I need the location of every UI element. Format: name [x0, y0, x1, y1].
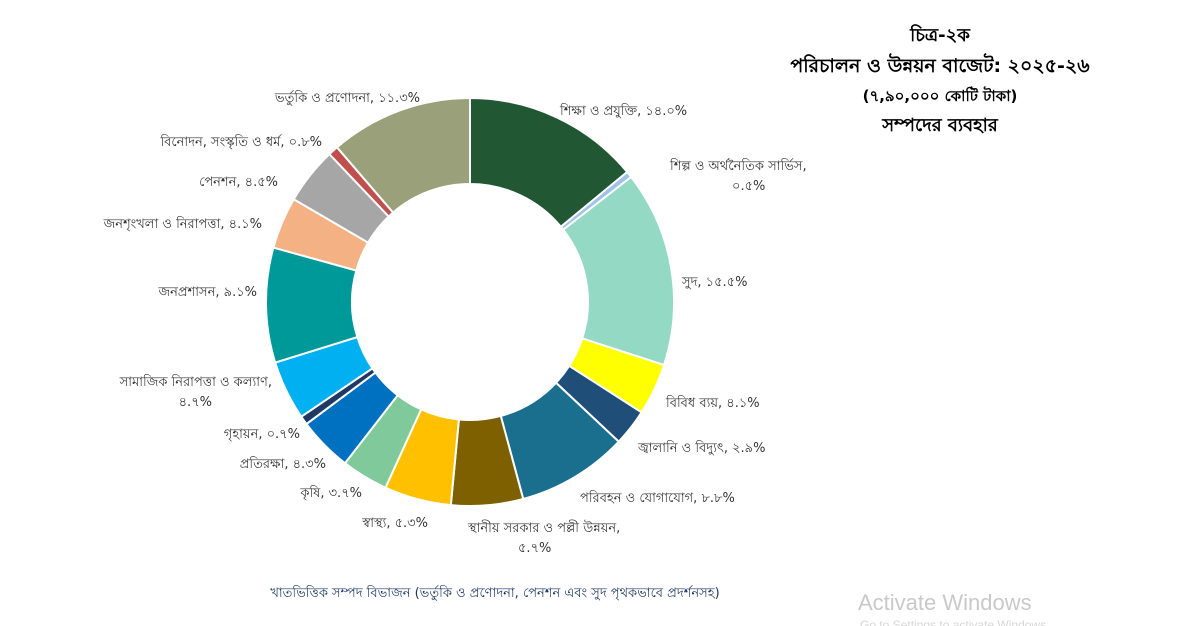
slice-label-8: স্বাস্থ্য, ৫.৩%	[361, 516, 428, 531]
slice-label-2: শিল্প ও অর্থনৈতিক সার্ভিস, ০.৫%	[669, 158, 807, 194]
slice-label-5: জ্বালানি ও বিদ্যুৎ, ২.৯%	[637, 440, 765, 456]
chart-title: পরিচালন ও উন্নয়ন বাজেট: ২০২৫-২৬	[790, 55, 1090, 77]
slice-label-13: জনপ্রশাসন, ৯.১%	[157, 285, 257, 300]
slice-label-1: শিক্ষা ও প্রযুক্তি, ১৪.০%	[559, 103, 687, 119]
donut-labels: শিক্ষা ও প্রযুক্তি, ১৪.০% শিল্প ও অর্থনৈত…	[103, 90, 807, 556]
slice-label-10: প্রতিরক্ষা, ৪.৩%	[240, 456, 326, 472]
activate-windows-subtext: Go to Settings to activate Windows.	[860, 618, 1050, 626]
slice-label-16: বিনোদন, সংস্কৃতি ও ধর্ম, ০.৮%	[159, 134, 322, 150]
chart-total: (৭,৯০,০০০ কোটি টাকা)	[862, 87, 1018, 105]
chart-caption: খাতভিত্তিক সম্পদ বিভাজন (ভর্তুকি ও প্রণো…	[270, 586, 720, 601]
donut-slices	[265, 96, 675, 507]
slice-label-11: গৃহায়ন, ০.৭%	[224, 427, 300, 442]
activate-windows-watermark: Activate Windows	[858, 590, 1032, 615]
figure-label: চিত্র-২ক	[910, 25, 970, 46]
slice-label-17: ভর্তুকি ও প্রণোদনা, ১১.৩%	[274, 90, 420, 106]
slice-label-14: জনশৃংখলা ও নিরাপত্তা, ৪.১%	[103, 216, 262, 232]
slice-label-9: কৃষি, ৩.৭%	[299, 485, 362, 501]
slice-label-12: সামাজিক নিরাপত্তা ও কল্যাণ, ৪.৭%	[119, 374, 272, 410]
chart-subtitle: সম্পদের ব্যবহার	[882, 115, 998, 136]
slice-label-3: সুদ, ১৫.৫%	[681, 275, 747, 290]
slice-label-7: স্থানীয় সরকার ও পল্লী উন্নয়ন, ৫.৭%	[467, 520, 620, 556]
donut-slice-17	[335, 96, 471, 214]
slice-label-15: পেনশন, ৪.৫%	[199, 175, 278, 190]
slice-label-4: বিবিধ ব্যয়, ৪.১%	[665, 395, 760, 411]
title-block: চিত্র-২ক পরিচালন ও উন্নয়ন বাজেট: ২০২৫-২…	[740, 26, 1140, 146]
slice-label-6: পরিবহন ও যোগাযোগ, ৮.৮%	[580, 490, 735, 506]
